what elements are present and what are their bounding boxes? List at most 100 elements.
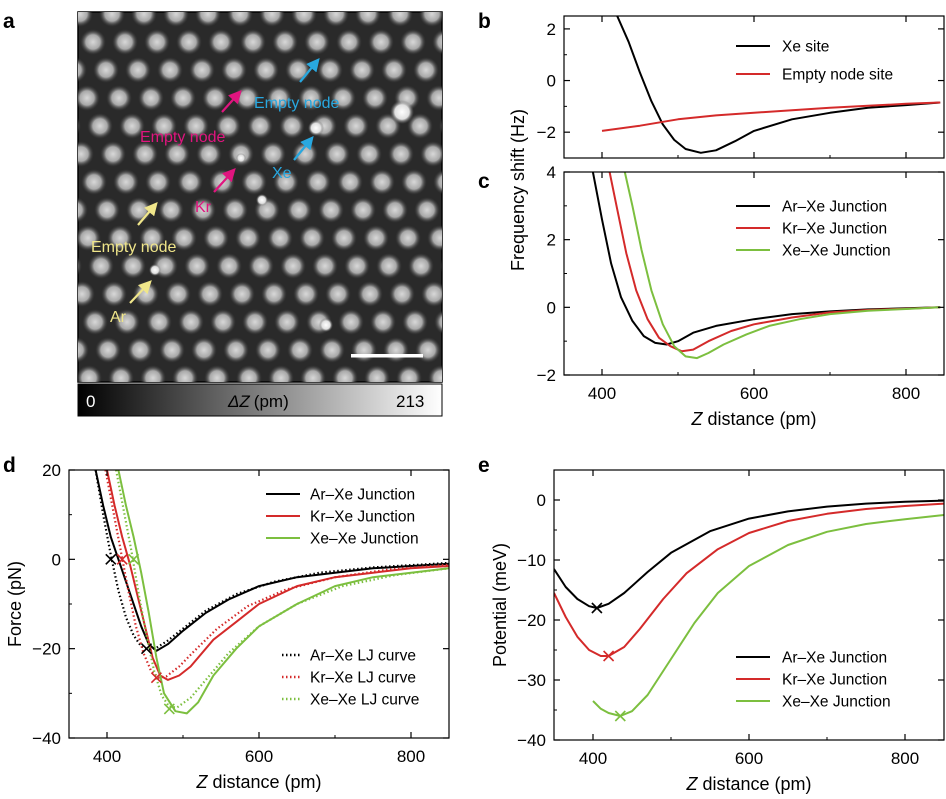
legend-label-e-0: Ar–Xe Junction	[782, 650, 887, 667]
lattice-molecule	[132, 141, 158, 167]
lattice-molecule	[253, 57, 279, 83]
lattice-molecule	[268, 365, 294, 382]
lattice-molecule	[229, 281, 255, 307]
lattice-molecule	[78, 337, 89, 363]
annotation-empty-node-yellow: Empty node	[91, 239, 176, 256]
lattice-molecule	[100, 141, 126, 167]
ytick-label-d-2: −20	[32, 640, 61, 659]
lattice-molecule	[189, 57, 215, 83]
ytick-label-c-3: −2	[537, 366, 556, 385]
lattice-molecule	[35, 1, 61, 27]
lattice-molecule	[78, 197, 88, 223]
lattice-molecule	[144, 29, 170, 55]
lattice-molecule	[408, 253, 434, 279]
series-line-b-0	[616, 16, 941, 154]
lattice-molecule	[235, 225, 261, 251]
adsorbed-atom	[319, 318, 333, 332]
lattice-molecule	[433, 169, 442, 195]
lattice-molecule	[126, 197, 152, 223]
xtick-label-d-0: 400	[93, 747, 121, 766]
lattice-molecule	[139, 225, 165, 251]
lattice-molecule	[357, 281, 383, 307]
colorbar-min-label: 0	[86, 392, 95, 411]
lattice-molecule	[78, 256, 82, 276]
lattice-molecule	[240, 29, 266, 55]
ytick-label-e-2: −20	[517, 611, 546, 630]
lattice-molecule	[48, 29, 74, 55]
annotation-empty-node-magenta: Empty node	[140, 129, 225, 146]
lattice-molecule	[396, 365, 422, 382]
lattice-molecule	[336, 29, 362, 55]
lattice-molecule	[42, 85, 68, 111]
lattice-molecule	[293, 281, 319, 307]
lattice-molecule	[300, 365, 326, 382]
legend-item-c-1: Kr–Xe Junction	[736, 221, 887, 238]
lattice-molecule	[260, 141, 286, 167]
lattice-molecule	[138, 85, 164, 111]
ytick-label-c-0: 4	[547, 163, 556, 182]
lattice-molecule	[369, 169, 395, 195]
lattice-molecule	[387, 12, 413, 27]
lattice-molecule	[145, 169, 171, 195]
lattice-molecule	[36, 141, 62, 167]
lattice-molecule	[414, 197, 440, 223]
lattice-molecule	[125, 57, 151, 83]
legend-label-e-1: Kr–Xe Junction	[782, 672, 887, 689]
lattice-molecule	[259, 12, 285, 27]
lattice-molecule	[171, 225, 197, 251]
lattice-molecule	[165, 281, 191, 307]
lattice-molecule	[78, 141, 94, 167]
ytick-label-d-3: −40	[32, 729, 61, 748]
lattice-molecule	[407, 113, 433, 139]
series-line-e-2	[592, 514, 944, 717]
chart-d: 20 0 −20 −40 400 600 800 Z distance (pm) Force (…	[5, 461, 450, 792]
lattice-molecule	[446, 197, 472, 223]
lattice-molecule	[43, 225, 69, 251]
lattice-molecule	[107, 225, 133, 251]
ytick-label-e-3: −30	[517, 671, 546, 690]
lattice-molecule	[415, 337, 441, 363]
lattice-molecule	[445, 57, 471, 83]
chart-c: 4 2 0 −2 400 600 800 Z distance (pm) Ar–Xe Junct…	[537, 163, 945, 429]
legend-item-e-0: Ar–Xe Junction	[736, 650, 887, 667]
axes-frame-b	[563, 15, 945, 159]
lattice-molecule	[94, 197, 120, 223]
lattice-molecule	[266, 85, 292, 111]
lattice-molecule	[178, 309, 204, 335]
lattice-molecule	[78, 281, 95, 307]
ylabel-d: Force (pN)	[5, 561, 25, 647]
xtick-label-e-0: 400	[579, 749, 607, 768]
lattice-molecule	[381, 57, 407, 83]
series-line-e-0	[554, 499, 944, 609]
xlabel-d: Z distance (pm)	[195, 772, 321, 792]
legend-item-d-4: Kr–Xe LJ curve	[282, 670, 416, 687]
lattice-molecule	[114, 309, 140, 335]
lattice-molecule	[343, 113, 369, 139]
lattice-molecule	[176, 29, 202, 55]
legend-label-d-1: Kr–Xe Junction	[310, 509, 415, 526]
lattice-molecule	[370, 309, 396, 335]
chart-b: 2 0 −2 Frequency shift (Hz) Xe site Empty nod…	[508, 15, 945, 271]
series-line-d-0	[94, 470, 449, 652]
lattice-molecule	[23, 113, 49, 139]
lattice-molecule	[402, 309, 428, 335]
lattice-molecule	[305, 169, 331, 195]
legend-item-b-0: Xe site	[736, 39, 829, 56]
ytick-label-e-4: −40	[517, 731, 546, 750]
lattice-molecule	[223, 337, 249, 363]
lattice-molecule	[349, 57, 375, 83]
ylabel-b: Frequency shift (Hz)	[508, 109, 528, 271]
lattice-molecule	[24, 253, 50, 279]
lattice-molecule	[325, 281, 351, 307]
lattice-molecule	[280, 253, 306, 279]
lattice-molecule	[388, 141, 414, 167]
legend-item-e-1: Kr–Xe Junction	[736, 672, 887, 689]
adsorbed-atom	[149, 264, 161, 276]
lattice-molecule	[30, 197, 56, 223]
xtick-label-d-1: 600	[245, 747, 273, 766]
legend-label-c-0: Ar–Xe Junction	[782, 199, 887, 216]
lattice-molecule	[49, 169, 75, 195]
lattice-molecule	[88, 253, 114, 279]
lattice-molecule	[222, 197, 248, 223]
